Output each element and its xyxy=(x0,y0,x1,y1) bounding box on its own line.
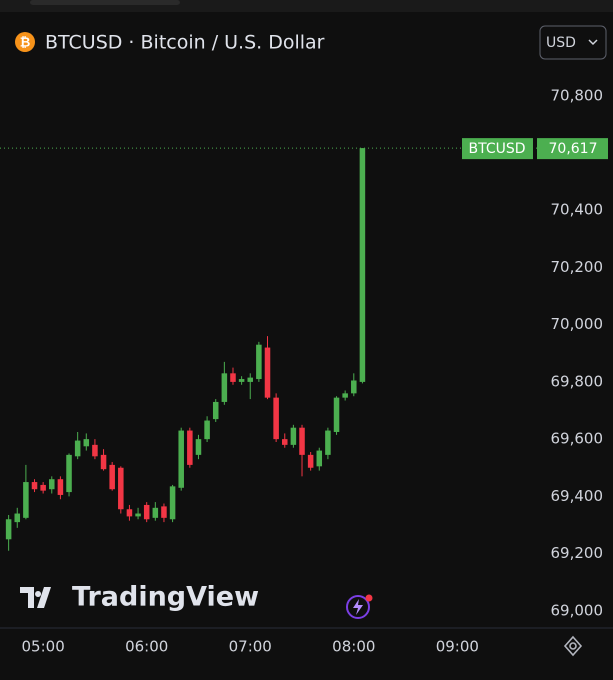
top-tab xyxy=(30,0,180,5)
currency-button[interactable] xyxy=(539,25,607,60)
coin-icon xyxy=(15,32,35,52)
price-tag-label: 70,617 xyxy=(549,141,598,157)
candle-body xyxy=(264,347,271,398)
x-tick-label: 08:00 xyxy=(332,638,375,656)
assistant-ring xyxy=(346,595,370,619)
candle-body xyxy=(169,486,176,520)
candle-body xyxy=(161,506,167,518)
candle-body xyxy=(247,377,254,382)
candle-body xyxy=(57,479,64,495)
candle-body xyxy=(31,482,38,490)
x-tick-label: 05:00 xyxy=(22,638,65,656)
x-tick-label: 07:00 xyxy=(229,638,272,656)
candle-body xyxy=(40,484,46,491)
candle-body xyxy=(290,427,297,445)
y-tick-label: 69,600 xyxy=(551,430,604,448)
candle-body xyxy=(187,430,193,465)
symbol-tag-label: BTCUSD xyxy=(468,141,525,157)
candle-body xyxy=(204,420,210,440)
candle-body xyxy=(351,380,357,394)
candle-body xyxy=(100,454,107,470)
candle-body xyxy=(178,430,184,488)
candle-body xyxy=(256,344,262,380)
candle-body xyxy=(333,397,340,432)
candle-body xyxy=(325,430,331,455)
candle-body xyxy=(83,439,90,447)
settings-hole xyxy=(569,642,577,650)
candle-body xyxy=(299,427,305,455)
watermark: TradingView xyxy=(20,582,259,613)
y-tick-label: 69,800 xyxy=(551,372,604,390)
x-tick-label: 06:00 xyxy=(125,638,168,656)
candle-body xyxy=(66,454,72,493)
y-tick-label: 70,400 xyxy=(551,201,604,219)
y-tick-label: 69,200 xyxy=(551,544,604,562)
candle-body xyxy=(109,464,115,490)
candle-body xyxy=(14,513,21,523)
candle-body xyxy=(273,397,279,440)
settings-shape xyxy=(563,635,583,657)
candle-body xyxy=(126,509,133,517)
currency-label[interactable]: USD xyxy=(546,35,576,51)
dropdown-arrow xyxy=(588,39,598,46)
candle-body xyxy=(238,379,245,382)
candle-body xyxy=(135,513,141,517)
x-tick-label: 09:00 xyxy=(436,638,479,656)
candle-body xyxy=(118,467,124,510)
candle-body xyxy=(359,148,366,382)
candle-body xyxy=(221,373,228,402)
candle-body xyxy=(143,504,150,520)
candle-body xyxy=(195,439,202,455)
candle-body xyxy=(49,479,55,490)
y-tick-label: 69,000 xyxy=(551,601,604,619)
watermark-text: TradingView xyxy=(72,582,259,613)
assistant-dot xyxy=(365,594,373,602)
candle-body xyxy=(316,450,323,467)
candle-body xyxy=(342,393,348,398)
assistant-icon[interactable] xyxy=(346,594,373,619)
assistant-bolt xyxy=(353,599,363,615)
chart-title: BTCUSD · Bitcoin / U.S. Dollar xyxy=(45,32,325,54)
candle-body xyxy=(230,373,236,382)
candle-body xyxy=(152,507,159,518)
y-tick-label: 70,200 xyxy=(551,258,604,276)
coin-symbol: ₿ xyxy=(20,36,31,51)
y-tick-label: 69,400 xyxy=(551,487,604,505)
price-tag xyxy=(537,138,608,160)
y-tick-label: 70,000 xyxy=(551,315,604,333)
candle-body xyxy=(92,444,98,457)
symbol-tag xyxy=(462,138,533,160)
settings-icon[interactable] xyxy=(563,635,583,657)
candle-body xyxy=(5,519,12,540)
candle-body xyxy=(281,439,288,445)
candle-body xyxy=(307,454,314,468)
candle-body xyxy=(23,482,29,518)
candle-body xyxy=(74,440,81,457)
y-tick-label: 70,800 xyxy=(551,86,604,104)
watermark-logo xyxy=(20,587,51,608)
candle-body xyxy=(212,401,219,420)
